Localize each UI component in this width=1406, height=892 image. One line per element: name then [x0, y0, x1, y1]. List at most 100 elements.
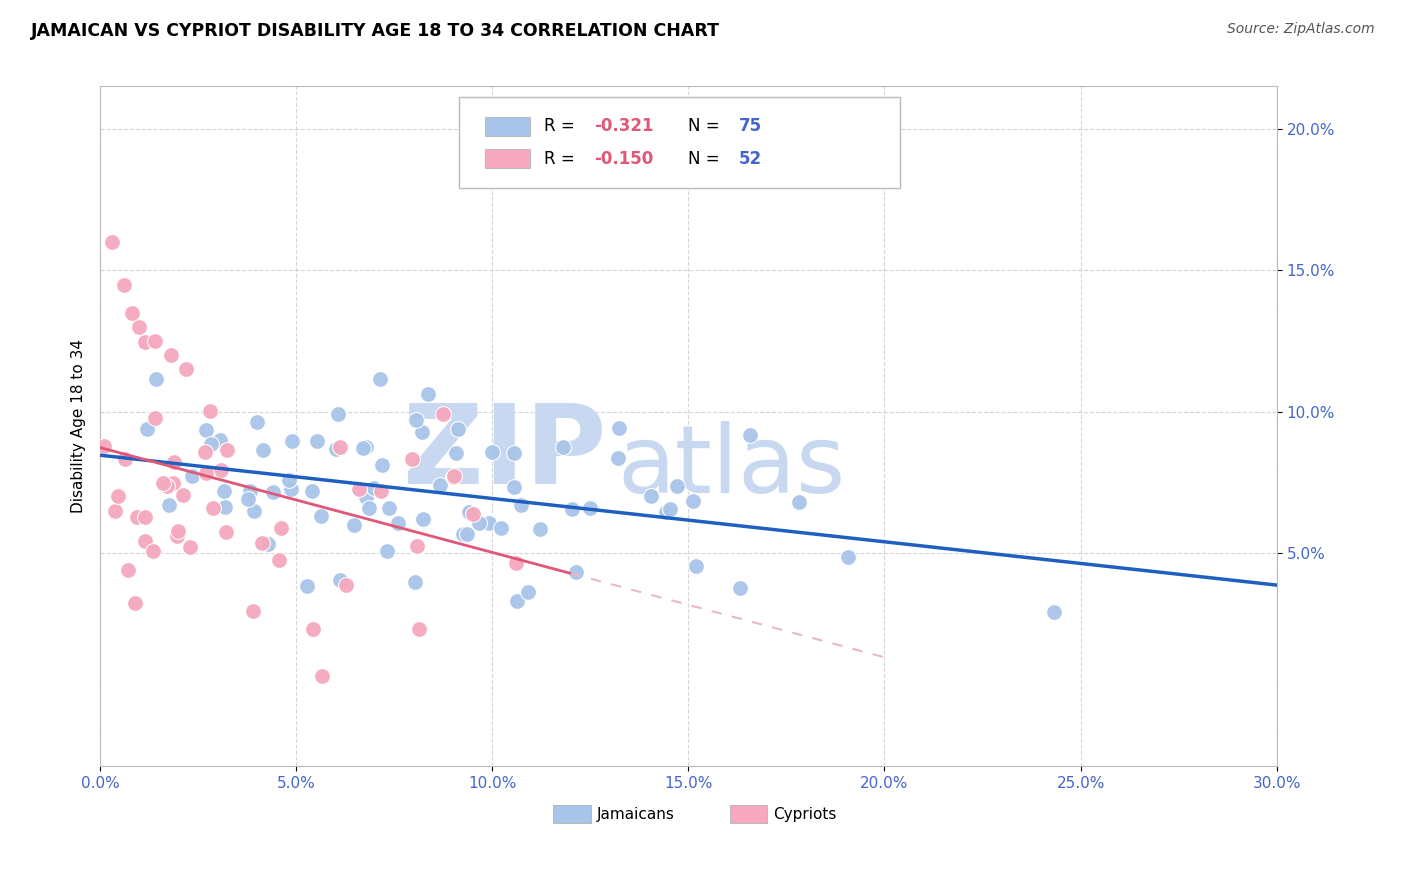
Point	[682, 494, 704, 508]
Point	[329, 573, 352, 587]
Y-axis label: Disability Age 18 to 34: Disability Age 18 to 34	[72, 339, 86, 513]
Point	[93, 439, 115, 453]
Point	[529, 522, 551, 536]
Point	[356, 440, 378, 454]
Point	[404, 574, 426, 589]
Point	[195, 466, 218, 480]
Point	[238, 492, 260, 507]
Point	[787, 495, 810, 509]
Point	[114, 452, 136, 467]
Point	[167, 524, 190, 538]
Point	[107, 489, 129, 503]
Point	[551, 440, 574, 454]
Point	[408, 622, 430, 636]
Point	[181, 468, 204, 483]
Point	[325, 442, 347, 456]
Text: Source: ZipAtlas.com: Source: ZipAtlas.com	[1227, 22, 1375, 37]
Point	[136, 422, 159, 436]
Point	[301, 622, 323, 636]
Text: atlas: atlas	[617, 421, 846, 513]
Point	[142, 544, 165, 558]
Point	[194, 445, 217, 459]
Point	[242, 604, 264, 618]
Point	[214, 500, 236, 515]
Point	[172, 488, 194, 502]
Point	[214, 524, 236, 539]
Text: R =: R =	[544, 150, 579, 168]
Point	[157, 498, 180, 512]
Point	[166, 529, 188, 543]
Point	[432, 407, 454, 421]
Point	[257, 537, 280, 551]
Point	[387, 516, 409, 530]
Point	[443, 468, 465, 483]
Point	[270, 521, 292, 535]
Point	[127, 509, 149, 524]
Point	[564, 565, 586, 579]
Point	[457, 505, 479, 519]
Point	[124, 596, 146, 610]
Point	[607, 421, 630, 435]
Bar	[730, 805, 768, 822]
FancyBboxPatch shape	[458, 96, 900, 188]
Point	[666, 479, 689, 493]
Point	[112, 277, 135, 292]
Point	[250, 536, 273, 550]
Point	[401, 452, 423, 467]
Point	[179, 540, 201, 554]
Text: 52: 52	[740, 150, 762, 168]
Point	[368, 371, 391, 385]
Point	[269, 552, 291, 566]
Point	[503, 446, 526, 460]
Point	[510, 498, 533, 512]
Point	[375, 544, 398, 558]
Text: -0.321: -0.321	[595, 118, 654, 136]
Point	[209, 463, 232, 477]
Point	[659, 501, 682, 516]
Point	[128, 320, 150, 334]
Point	[405, 413, 427, 427]
Point	[262, 484, 284, 499]
Point	[326, 407, 349, 421]
Point	[252, 442, 274, 457]
Point	[411, 425, 433, 439]
Point	[579, 501, 602, 516]
Text: N =: N =	[689, 118, 725, 136]
Point	[517, 584, 540, 599]
Point	[406, 539, 429, 553]
Text: Cypriots: Cypriots	[773, 806, 837, 822]
Point	[104, 504, 127, 518]
Point	[456, 526, 478, 541]
Bar	[485, 117, 530, 136]
Point	[311, 669, 333, 683]
Point	[451, 526, 474, 541]
Point	[134, 334, 156, 349]
Point	[640, 489, 662, 503]
Point	[354, 490, 377, 504]
Point	[461, 507, 484, 521]
Point	[212, 483, 235, 498]
Point	[134, 509, 156, 524]
Point	[502, 480, 524, 494]
Point	[281, 434, 304, 449]
Text: R =: R =	[544, 118, 579, 136]
Text: ZIP: ZIP	[402, 400, 606, 507]
Point	[561, 502, 583, 516]
Point	[738, 428, 761, 442]
Point	[335, 577, 357, 591]
Point	[217, 443, 239, 458]
Point	[159, 348, 181, 362]
Point	[837, 550, 859, 565]
Point	[143, 410, 166, 425]
Point	[446, 446, 468, 460]
Point	[101, 235, 124, 249]
Point	[685, 558, 707, 573]
Point	[152, 475, 174, 490]
Point	[309, 509, 332, 524]
Point	[352, 441, 374, 455]
Point	[280, 482, 302, 496]
Point	[145, 372, 167, 386]
Point	[343, 517, 366, 532]
Point	[378, 500, 401, 515]
Point	[245, 415, 267, 429]
